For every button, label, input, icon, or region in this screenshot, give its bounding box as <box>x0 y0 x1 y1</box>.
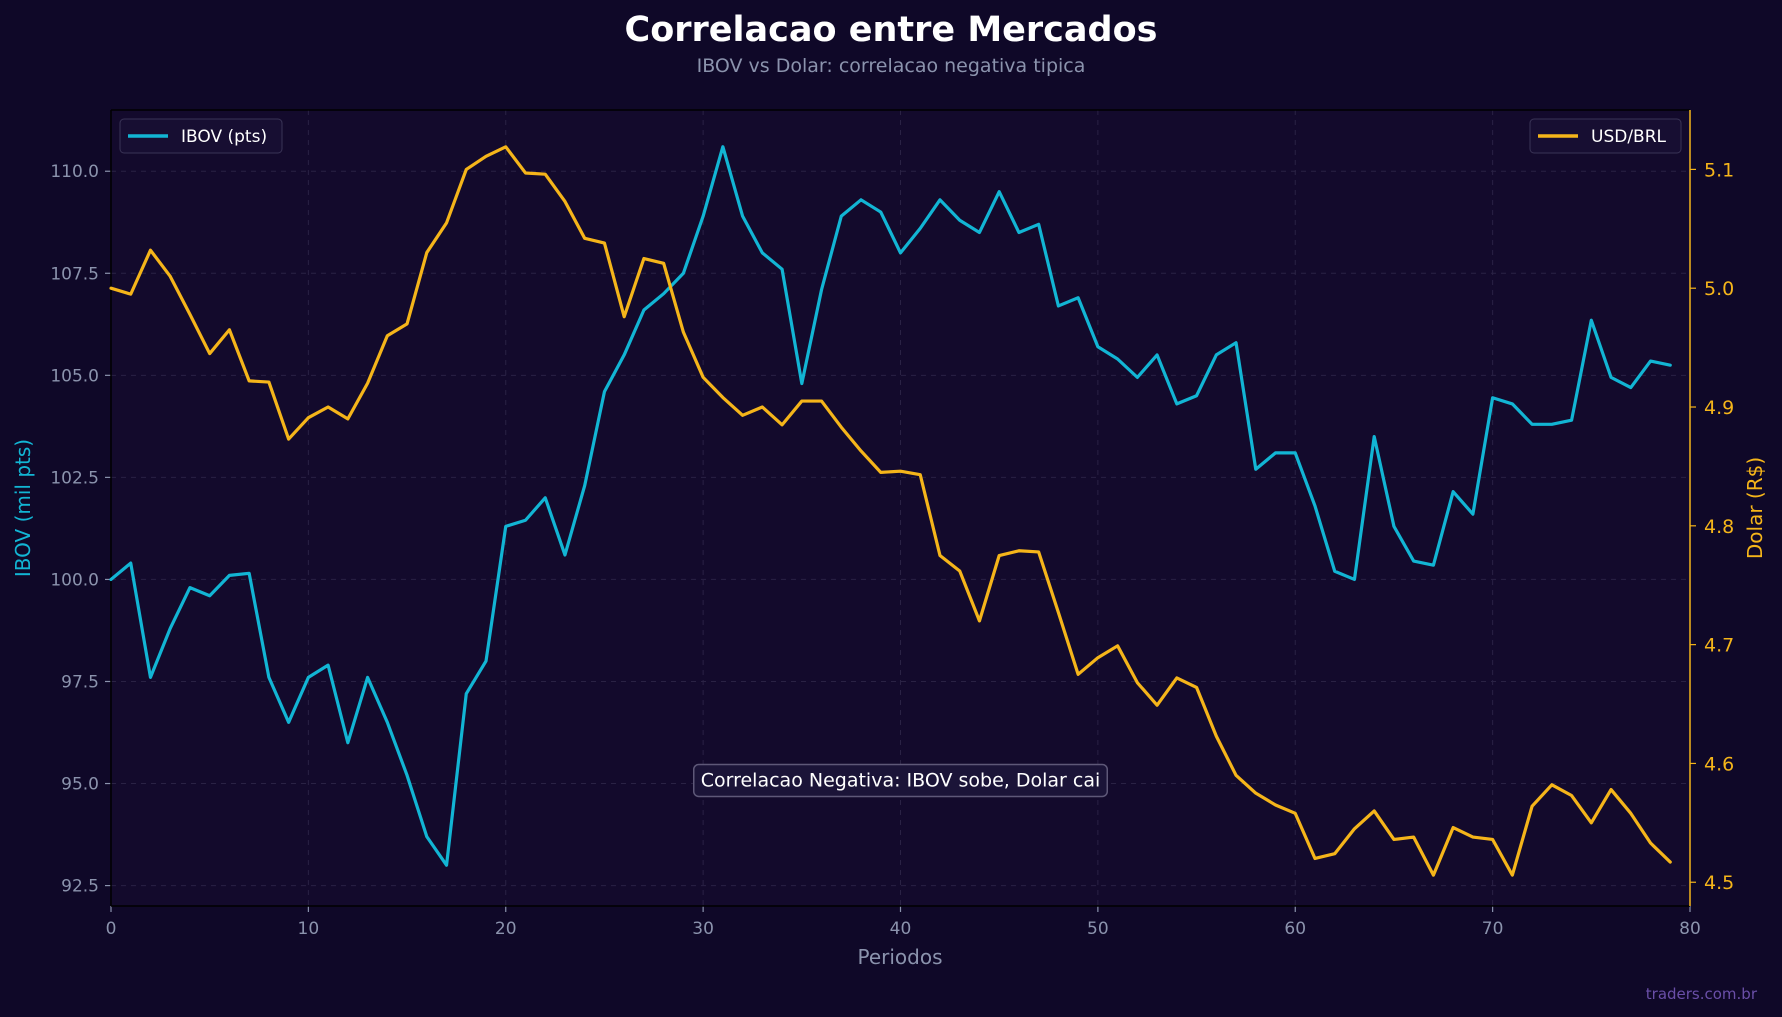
y-right-tick-label: 4.9 <box>1704 397 1734 419</box>
y-right-tick-label: 4.6 <box>1704 753 1734 775</box>
legend-usd-label: USD/BRL <box>1591 127 1667 147</box>
y-left-tick-label: 102.5 <box>50 468 99 488</box>
y-right-tick-label: 4.5 <box>1704 872 1734 894</box>
annotation-box <box>692 763 1109 798</box>
annotation: Correlacao Negativa: IBOV sobe, Dolar ca… <box>692 763 1109 798</box>
x-tick-label: 70 <box>1482 919 1504 939</box>
legend-right-box <box>1529 118 1682 154</box>
grid <box>110 110 1691 906</box>
ibov-line <box>109 145 1672 867</box>
legend-left: IBOV (pts) <box>119 118 283 154</box>
y-left-tick-label: 97.5 <box>61 672 99 692</box>
y-axis-right-label: Dolar (R$) <box>1743 457 1767 559</box>
x-tick-label: 0 <box>106 919 117 939</box>
y-left-tick-label: 100.0 <box>50 570 99 590</box>
chart-subtitle: IBOV vs Dolar: correlacao negativa tipic… <box>697 55 1086 77</box>
y-left-tick-label: 107.5 <box>50 264 99 284</box>
x-tick-label: 10 <box>298 919 320 939</box>
y-right-tick-label: 4.7 <box>1704 635 1734 657</box>
x-tick-label: 40 <box>890 919 912 939</box>
x-tick-label: 30 <box>692 919 714 939</box>
y-axis-right: 4.5 4.6 4.7 4.8 4.9 5.0 5.1 <box>1690 159 1734 894</box>
legend-ibov-label: IBOV (pts) <box>181 127 267 147</box>
x-tick-label: 60 <box>1284 919 1306 939</box>
x-tick-label: 50 <box>1087 919 1109 939</box>
x-axis: 0 10 20 30 40 50 60 70 80 <box>106 906 1701 939</box>
y-axis-left: 92.5 95.0 97.5 100.0 102.5 105.0 107.5 110.0 <box>50 162 111 897</box>
series-lines <box>109 145 1672 877</box>
annotation-text: Correlacao Negativa: IBOV sobe, Dolar ca… <box>701 769 1101 791</box>
y-right-tick-label: 4.8 <box>1704 516 1734 538</box>
watermark: traders.com.br <box>1646 985 1758 1003</box>
y-right-tick-label: 5.1 <box>1704 159 1734 181</box>
y-left-tick-label: 110.0 <box>50 162 99 182</box>
legend-left-box <box>119 118 283 154</box>
x-tick-label: 80 <box>1679 919 1701 939</box>
y-axis-left-label: IBOV (mil pts) <box>11 439 35 577</box>
x-tick-label: 20 <box>495 919 517 939</box>
chart-title: Correlacao entre Mercados <box>625 10 1158 50</box>
usd-brl-line <box>109 145 1672 877</box>
y-left-tick-label: 95.0 <box>61 775 99 795</box>
legend-right: USD/BRL <box>1529 118 1682 154</box>
x-axis-label: Periodos <box>857 945 942 969</box>
y-left-tick-label: 105.0 <box>50 366 99 386</box>
y-right-tick-label: 5.0 <box>1704 278 1734 300</box>
y-left-tick-label: 92.5 <box>61 877 99 897</box>
